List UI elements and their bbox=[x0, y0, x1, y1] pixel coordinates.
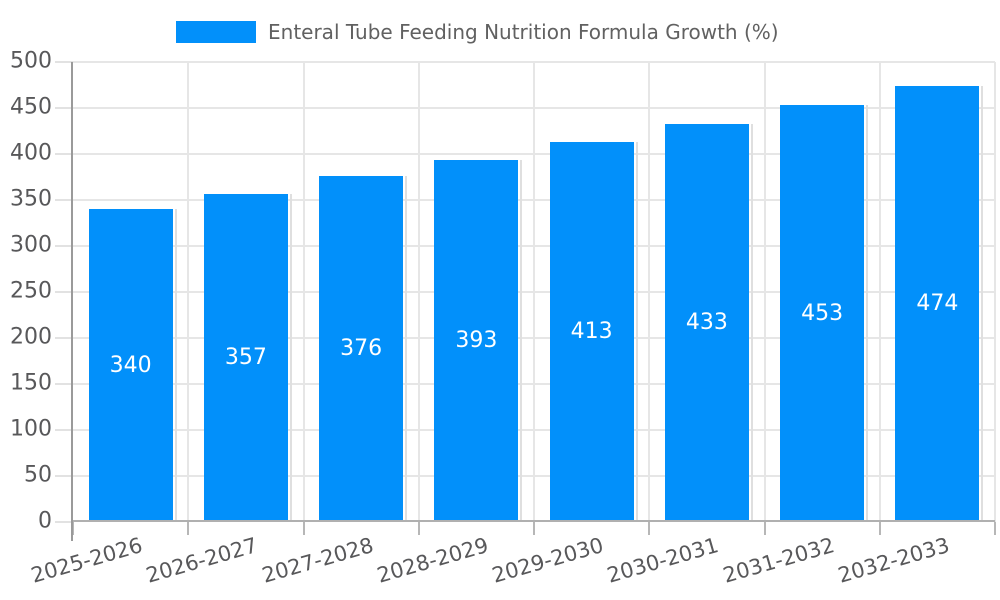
y-tick-mark bbox=[55, 291, 73, 293]
gridline-vertical bbox=[994, 62, 996, 522]
bar[interactable]: 357 bbox=[203, 193, 292, 523]
y-tick-label: 50 bbox=[24, 462, 52, 488]
bar[interactable]: 393 bbox=[434, 160, 523, 522]
y-tick-label: 400 bbox=[10, 140, 52, 166]
bar-value-label: 357 bbox=[224, 344, 267, 370]
y-tick-label: 200 bbox=[10, 324, 52, 350]
x-tick-label: 2032-2033 bbox=[835, 533, 952, 588]
bar-value-label: 376 bbox=[340, 336, 383, 362]
x-tick-label: 2026-2027 bbox=[143, 533, 261, 588]
x-tick-label: 2029-2030 bbox=[489, 533, 607, 588]
bar-value-label: 393 bbox=[455, 328, 498, 354]
y-tick-label: 350 bbox=[10, 186, 52, 212]
gridline-vertical bbox=[878, 62, 881, 522]
x-tick-mark bbox=[994, 522, 996, 535]
y-tick-mark bbox=[55, 61, 73, 63]
x-tick-mark bbox=[878, 522, 881, 535]
x-tick-label: 2027-2028 bbox=[259, 533, 376, 588]
x-tick-mark bbox=[187, 522, 190, 535]
bar-value-label: 453 bbox=[801, 300, 844, 326]
y-tick-mark bbox=[55, 153, 73, 155]
x-tick-mark bbox=[648, 522, 651, 535]
y-axis-line bbox=[71, 62, 73, 541]
bar[interactable]: 376 bbox=[319, 176, 408, 522]
x-axis-baseline bbox=[73, 520, 995, 522]
y-tick-mark bbox=[55, 383, 73, 385]
y-tick-label: 300 bbox=[10, 232, 52, 258]
bar-value-label: 413 bbox=[570, 319, 613, 345]
bar[interactable]: 474 bbox=[895, 85, 984, 523]
plot-area: 340 357 376 393 413 433 453 474 bbox=[73, 61, 996, 523]
gridline-vertical bbox=[302, 62, 305, 522]
bar[interactable]: 340 bbox=[88, 209, 177, 522]
bar-value-label: 474 bbox=[916, 290, 959, 316]
gridline-vertical bbox=[417, 62, 420, 522]
y-tick-label: 250 bbox=[10, 278, 52, 304]
y-tick-mark bbox=[55, 199, 73, 201]
x-tick-mark bbox=[417, 522, 420, 535]
legend-swatch bbox=[176, 21, 256, 43]
y-tick-label: 450 bbox=[10, 94, 52, 120]
y-axis-labels: 0 50 100 150 200 250 300 350 400 450 500 bbox=[0, 0, 52, 600]
gridline-vertical bbox=[187, 62, 190, 522]
x-tick-label: 2028-2029 bbox=[374, 533, 491, 588]
gridline-vertical bbox=[648, 62, 651, 522]
x-tick-label: 2030-2031 bbox=[604, 533, 722, 588]
bar[interactable]: 433 bbox=[664, 123, 753, 523]
y-tick-mark bbox=[55, 337, 73, 339]
y-tick-label: 0 bbox=[38, 508, 52, 534]
y-tick-label: 500 bbox=[10, 48, 52, 74]
y-tick-label: 150 bbox=[10, 370, 52, 396]
x-tick-mark bbox=[533, 522, 535, 535]
x-tick-mark bbox=[72, 522, 74, 535]
y-tick-mark bbox=[55, 429, 73, 431]
bar[interactable]: 413 bbox=[549, 142, 638, 522]
x-tick-mark bbox=[763, 522, 766, 535]
x-tick-label: 2031-2032 bbox=[720, 533, 837, 588]
bar-value-label: 340 bbox=[109, 352, 152, 378]
y-tick-mark bbox=[55, 521, 73, 523]
y-tick-mark bbox=[55, 107, 73, 109]
x-tick-mark bbox=[302, 522, 305, 535]
bar-value-label: 433 bbox=[685, 309, 728, 335]
legend[interactable]: Enteral Tube Feeding Nutrition Formula G… bbox=[176, 21, 779, 43]
y-tick-mark bbox=[55, 245, 73, 247]
y-tick-label: 100 bbox=[10, 416, 52, 442]
y-tick-mark bbox=[55, 475, 73, 477]
legend-label: Enteral Tube Feeding Nutrition Formula G… bbox=[268, 20, 779, 44]
bar[interactable]: 453 bbox=[780, 105, 869, 522]
gridline-vertical bbox=[763, 62, 766, 522]
gridline-vertical bbox=[533, 62, 535, 522]
